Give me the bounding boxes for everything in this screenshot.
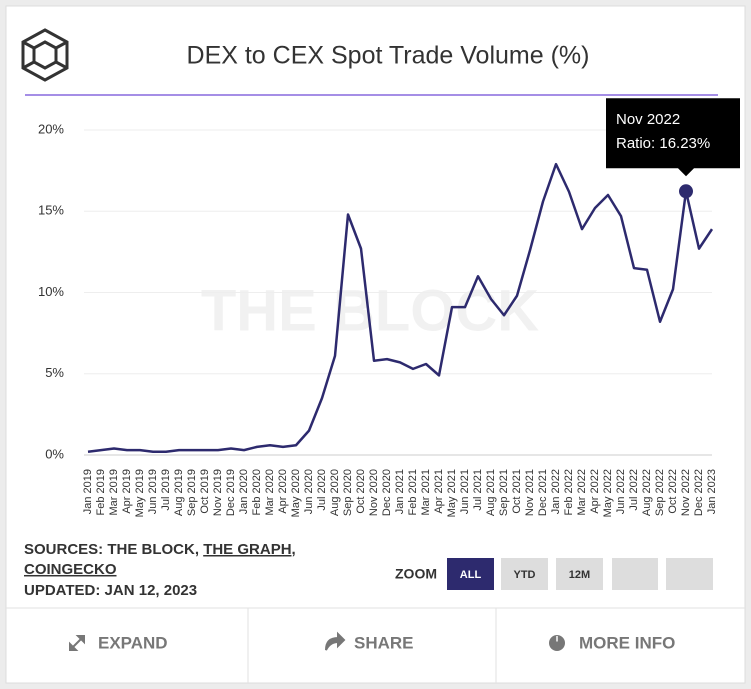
tooltip-box: [606, 98, 740, 177]
x-tick-label: May 2020: [290, 469, 302, 517]
x-tick-label: Mar 2019: [108, 469, 120, 515]
zoom-button[interactable]: [612, 558, 658, 590]
x-tick-label: Oct 2022: [667, 469, 679, 514]
x-tick-label: Feb 2022: [563, 469, 575, 515]
x-tick-label: Sep 2020: [342, 469, 354, 516]
x-tick-label: Jan 2020: [238, 469, 250, 514]
x-tick-label: Sep 2022: [654, 469, 666, 516]
x-tick-label: Nov 2022: [680, 469, 692, 516]
y-tick-label: 10%: [38, 284, 64, 299]
x-tick-label: Nov 2021: [524, 469, 536, 516]
zoom-button-label[interactable]: 12M: [569, 569, 590, 581]
source: SOURCES: THE BLOCK,: [24, 541, 199, 558]
tooltip-title: Nov 2022: [616, 111, 680, 128]
more-info-button[interactable]: MORE INFO: [579, 633, 675, 652]
x-tick-label: Aug 2019: [173, 469, 185, 516]
x-tick-label: Nov 2020: [368, 469, 380, 516]
x-tick-label: Aug 2020: [329, 469, 341, 516]
x-tick-label: Aug 2022: [641, 469, 653, 516]
zoom-button[interactable]: [447, 558, 494, 590]
zoom-button[interactable]: [666, 558, 713, 590]
x-tick-label: Apr 2022: [589, 469, 601, 514]
zoom-button-label[interactable]: YTD: [514, 569, 536, 581]
x-tick-label: Apr 2019: [121, 469, 133, 514]
x-tick-label: Sep 2021: [498, 469, 510, 516]
x-tick-label: Apr 2021: [433, 469, 445, 514]
x-tick-label: May 2021: [446, 469, 458, 517]
zoom-button[interactable]: [556, 558, 603, 590]
x-tick-label: Feb 2020: [251, 469, 263, 515]
footer-icons: [69, 631, 565, 651]
x-tick-label: Jan 2023: [706, 469, 718, 514]
x-tick-label: Mar 2022: [576, 469, 588, 515]
x-tick-label: Nov 2019: [212, 469, 224, 516]
x-tick-label: Mar 2020: [264, 469, 276, 515]
x-tick-label: Jun 2019: [147, 469, 159, 514]
tooltip-label: Ratio: 16.23%: [616, 135, 710, 152]
sources: SOURCES: THE BLOCK, THE GRAPH,: [24, 541, 296, 558]
share-button[interactable]: SHARE: [354, 633, 414, 652]
x-tick-label: Jan 2021: [394, 469, 406, 514]
x-tick-label: Feb 2021: [407, 469, 419, 515]
x-tick-label: Jun 2021: [459, 469, 471, 514]
highlight-point: [679, 184, 693, 199]
zoom-buttons: ALL YTD 12M: [447, 558, 603, 590]
x-tick-label: Jul 2021: [472, 469, 484, 511]
logo: [21, 28, 69, 82]
x-tick-label: Jul 2020: [316, 469, 328, 511]
x-tick-label: Jul 2022: [628, 469, 640, 511]
x-tick-label: Oct 2021: [511, 469, 523, 514]
y-tick-label: 5%: [45, 365, 64, 380]
zoom-label: ZOOM: [395, 566, 437, 582]
x-tick-label: Dec 2019: [225, 469, 237, 516]
zoom-button[interactable]: [501, 558, 548, 590]
x-tick-label: Dec 2021: [537, 469, 549, 516]
x-tick-label: Dec 2020: [381, 469, 393, 516]
x-tick-label: Jun 2020: [303, 469, 315, 514]
info-glyph: i: [556, 634, 559, 645]
zoom-button-label[interactable]: ALL: [460, 569, 482, 581]
x-tick-label: Oct 2020: [355, 469, 367, 514]
y-tick-label: 20%: [38, 121, 64, 136]
x-tick-label: May 2019: [134, 469, 146, 517]
x-tick-label: Sep 2019: [186, 469, 198, 516]
x-tick-label: Jan 2022: [550, 469, 562, 514]
y-tick-label: 0%: [45, 446, 64, 461]
x-tick-label: Jan 2019: [82, 469, 94, 514]
x-tick-label: Jul 2019: [160, 469, 172, 511]
source-link[interactable]: THE GRAPH,: [203, 541, 296, 558]
plot: 0%5%10%15%20%Jan 2019 Feb 2019 Mar 2019 Apr…: [38, 98, 740, 517]
line: [87, 162, 714, 453]
x-tick-label: Oct 2019: [199, 469, 211, 514]
x-tick-label: Apr 2020: [277, 469, 289, 514]
source-link[interactable]: COINGECKO: [24, 561, 117, 578]
x-tick-label: Dec 2022: [693, 469, 705, 516]
x-tick-label: Aug 2021: [485, 469, 497, 516]
x-tick-label: Feb 2019: [95, 469, 107, 515]
updated: UPDATED: JAN 12, 2023: [24, 582, 197, 599]
x-tick-label: Mar 2021: [420, 469, 432, 515]
expand-button[interactable]: EXPAND: [98, 633, 168, 652]
x-tick-label: Jun 2022: [615, 469, 627, 514]
x-tick-label: May 2022: [602, 469, 614, 517]
y-tick-label: 15%: [38, 203, 64, 218]
chart-title: DEX to CEX Spot Trade Volume (%): [187, 42, 590, 70]
